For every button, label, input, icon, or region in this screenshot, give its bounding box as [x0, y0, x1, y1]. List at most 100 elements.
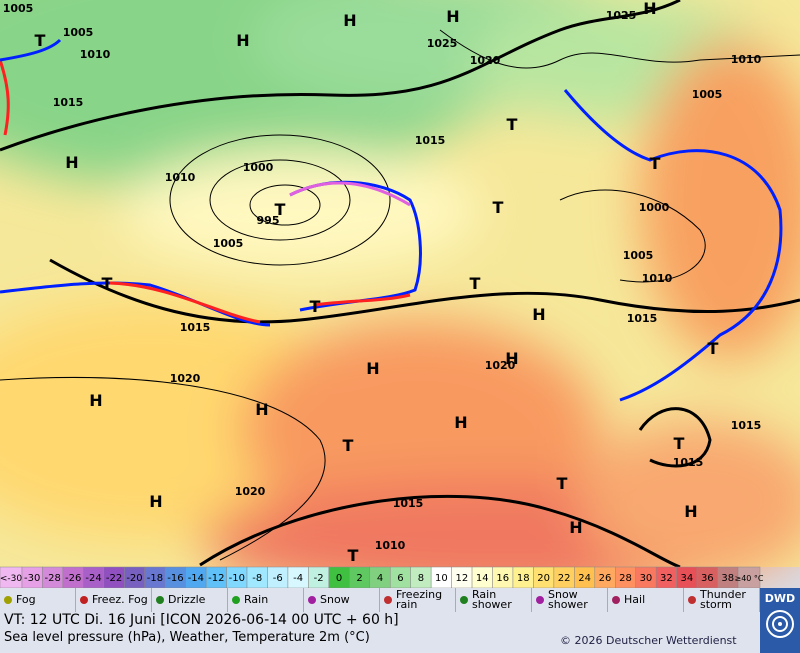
legend-item: Hail	[608, 588, 684, 612]
logo-text: DWD	[764, 592, 796, 605]
low-center: T	[275, 200, 286, 219]
legend-symbol	[156, 596, 164, 604]
scale-label: -28	[45, 573, 61, 584]
fronts	[0, 38, 783, 402]
high-center: H	[505, 349, 518, 368]
scale-label: -18	[147, 573, 163, 584]
low-center: T	[470, 274, 481, 293]
isobar-label: 1000	[243, 161, 274, 174]
scale-label: ≥40 °C	[734, 574, 763, 583]
legend-label: Thunder storm	[700, 588, 746, 611]
scale-label: 36	[701, 573, 714, 584]
isobar-label: 1015	[415, 134, 446, 147]
legend-item: Rain	[228, 588, 304, 612]
scale-label: 24	[578, 573, 591, 584]
isobar-label: 1015	[673, 456, 704, 469]
legend-item: Thunder storm	[684, 588, 760, 612]
legend-symbol	[4, 596, 12, 604]
high-center: H	[65, 153, 78, 172]
legend-item: Fog	[0, 588, 76, 612]
scale-label: -2	[314, 573, 324, 584]
scale-label: <-30	[0, 574, 22, 584]
legend-label: Rain	[244, 593, 269, 606]
high-center: H	[149, 492, 162, 511]
legend-label: Snow shower	[548, 588, 588, 611]
isobar-label: 1010	[165, 171, 196, 184]
low-center: T	[102, 274, 113, 293]
scale-label: -26	[65, 573, 81, 584]
high-center: H	[255, 400, 268, 419]
scale-label: 10	[435, 573, 448, 584]
scale-label: 0	[336, 573, 342, 584]
scale-label: 14	[476, 573, 489, 584]
legend-symbol	[308, 596, 316, 604]
isobar-label: 1015	[180, 321, 211, 334]
scale-cell	[737, 566, 761, 588]
low-center: T	[343, 436, 354, 455]
scale-label: 34	[680, 573, 693, 584]
legend-symbol	[612, 596, 620, 604]
legend-item: Freezing rain	[380, 588, 456, 612]
high-center: H	[343, 11, 356, 30]
scale-label: -22	[106, 573, 122, 584]
scale-label: -16	[167, 573, 183, 584]
map: 1005100510101015101010009951005101510201…	[0, 0, 800, 588]
isobar-label: 1020	[235, 485, 266, 498]
low-center: T	[708, 339, 719, 358]
isobar-label: 1020	[470, 54, 501, 67]
isobar-label: 1000	[639, 201, 670, 214]
scale-label: 8	[418, 573, 424, 584]
scale-label: 6	[397, 573, 403, 584]
high-center: H	[569, 518, 582, 537]
isobar-label: 1020	[170, 372, 201, 385]
legend-label: Rain shower	[472, 588, 512, 611]
scale-label: -14	[188, 573, 204, 584]
high-center: H	[643, 0, 656, 18]
scale-label: 12	[455, 573, 468, 584]
weather-legend: Fog Freez. Fog Drizzle Rain Snow Freezing rai…	[0, 588, 760, 612]
isobar-label: 1005	[63, 26, 94, 39]
legend-label: Snow	[320, 593, 350, 606]
low-center: T	[507, 115, 518, 134]
legend-symbol	[232, 596, 240, 604]
scale-label: 30	[640, 573, 653, 584]
legend-item: Snow	[304, 588, 380, 612]
scale-label: -20	[126, 573, 142, 584]
copyright: © 2026 Deutscher Wetterdienst	[560, 634, 737, 647]
scale-label: -4	[293, 573, 303, 584]
dwd-logo: DWD	[760, 588, 800, 653]
isobar-label: 1010	[80, 48, 111, 61]
legend-label: Hail	[624, 593, 646, 606]
scale-label: 16	[496, 573, 509, 584]
low-center: T	[493, 198, 504, 217]
footer: VT: 12 UTC Di. 16 Juni [ICON 2026-06-14 …	[0, 612, 760, 653]
legend-label: Drizzle	[168, 593, 206, 606]
legend-symbol	[80, 596, 88, 604]
scale-label: 26	[599, 573, 612, 584]
low-center: T	[35, 31, 46, 50]
isobar-label: 1010	[642, 272, 673, 285]
scale-label: 22	[558, 573, 571, 584]
legend-item: Snow shower	[532, 588, 608, 612]
scale-label: 32	[660, 573, 673, 584]
scale-label: 18	[517, 573, 530, 584]
legend-label: Freez. Fog	[92, 593, 148, 606]
low-center: T	[650, 154, 661, 173]
legend-symbol	[688, 596, 696, 604]
legend-item: Freez. Fog	[76, 588, 152, 612]
scale-label: -10	[229, 573, 245, 584]
scale-label: 38	[721, 573, 734, 584]
low-center: T	[348, 546, 359, 565]
scale-label: 4	[377, 573, 383, 584]
isobar-label: 1010	[375, 539, 406, 552]
isobar-label: 1020	[485, 359, 516, 372]
legend-label: Fog	[16, 593, 36, 606]
isobar-label: 1025	[606, 9, 637, 22]
isobars	[0, 0, 800, 569]
isobar-label: 1015	[731, 419, 762, 432]
logo-icon	[766, 610, 794, 638]
low-center: T	[557, 474, 568, 493]
scale-label: -24	[85, 573, 101, 584]
isobar-label: 995	[257, 214, 280, 227]
valid-time: VT: 12 UTC Di. 16 Juni [ICON 2026-06-14 …	[4, 612, 399, 628]
